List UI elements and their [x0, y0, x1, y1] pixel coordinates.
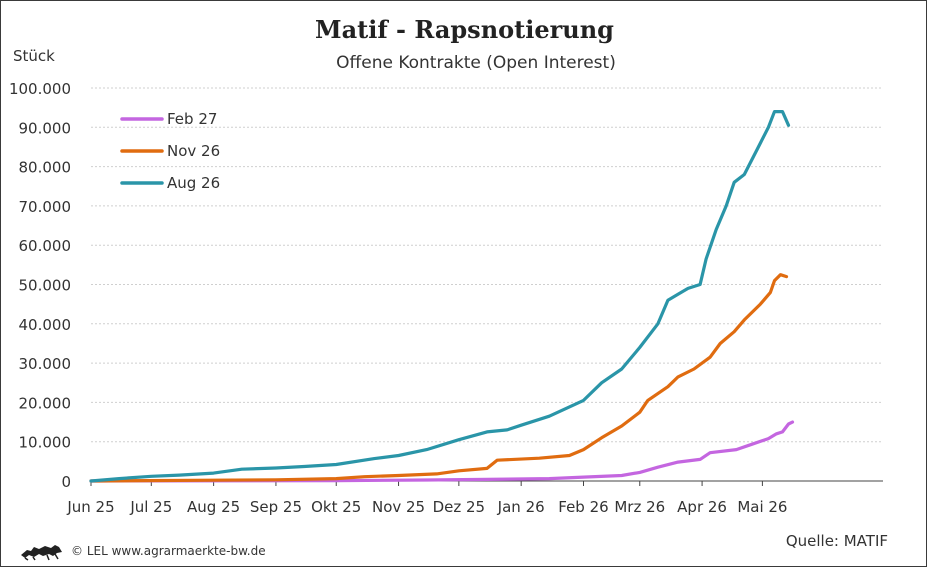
x-tick-label: Jul 25: [129, 498, 172, 516]
footer-credit: © LEL www.agrarmaerkte-bw.de: [19, 541, 266, 561]
source-label: Quelle: MATIF: [785, 532, 888, 550]
y-tick-label: 60.000: [19, 237, 72, 255]
series-line-nov-26: [89, 273, 789, 483]
series-line-aug-26: [89, 109, 791, 483]
chart-subtitle: Offene Kontrakte (Open Interest): [336, 53, 616, 73]
legend: Feb 27 Nov 26 Aug 26: [120, 110, 220, 192]
y-tick-label: 80.000: [19, 159, 72, 177]
y-tick-label: 50.000: [19, 277, 72, 295]
y-axis-unit-label: Stück: [13, 47, 55, 65]
y-tick-label: 10.000: [19, 434, 72, 452]
series-line-feb-27: [89, 420, 795, 483]
grid-layer: [91, 87, 883, 443]
y-tick-label: 100.000: [9, 80, 71, 98]
x-tick-label: Nov 25: [372, 498, 425, 516]
x-tick-label: Jun 25: [66, 498, 114, 516]
axis-layer: 0 10.000 20.000 30.000 40.000 50.000 60.000 70.…: [9, 80, 883, 516]
y-tick-label: 70.000: [19, 198, 72, 216]
legend-label: Nov 26: [167, 142, 220, 160]
legend-label: Feb 27: [167, 110, 217, 128]
x-tick-label: Apr 26: [677, 498, 727, 516]
series-layer: [89, 109, 795, 483]
x-tick-label: Jan 26: [497, 498, 545, 516]
x-tick-label: Sep 25: [250, 498, 302, 516]
y-tick-label: 30.000: [19, 355, 72, 373]
chart-title: Matif - Rapsnotierung: [315, 15, 614, 44]
x-tick-label: Mai 26: [737, 498, 787, 516]
y-tick-label: 90.000: [19, 119, 72, 137]
x-tick-label: Okt 25: [311, 498, 361, 516]
x-tick-label: Aug 25: [187, 498, 240, 516]
x-tick-label: Mrz 26: [614, 498, 665, 516]
x-tick-label: Dez 25: [433, 498, 486, 516]
legend-label: Aug 26: [167, 174, 220, 192]
y-tick-label: 0: [61, 473, 71, 491]
copyright-text: © LEL www.agrarmaerkte-bw.de: [71, 544, 266, 558]
lion-logo-icon: [21, 545, 62, 561]
x-tick-label: Feb 26: [558, 498, 608, 516]
y-tick-label: 40.000: [19, 316, 72, 334]
y-tick-label: 20.000: [19, 394, 72, 412]
